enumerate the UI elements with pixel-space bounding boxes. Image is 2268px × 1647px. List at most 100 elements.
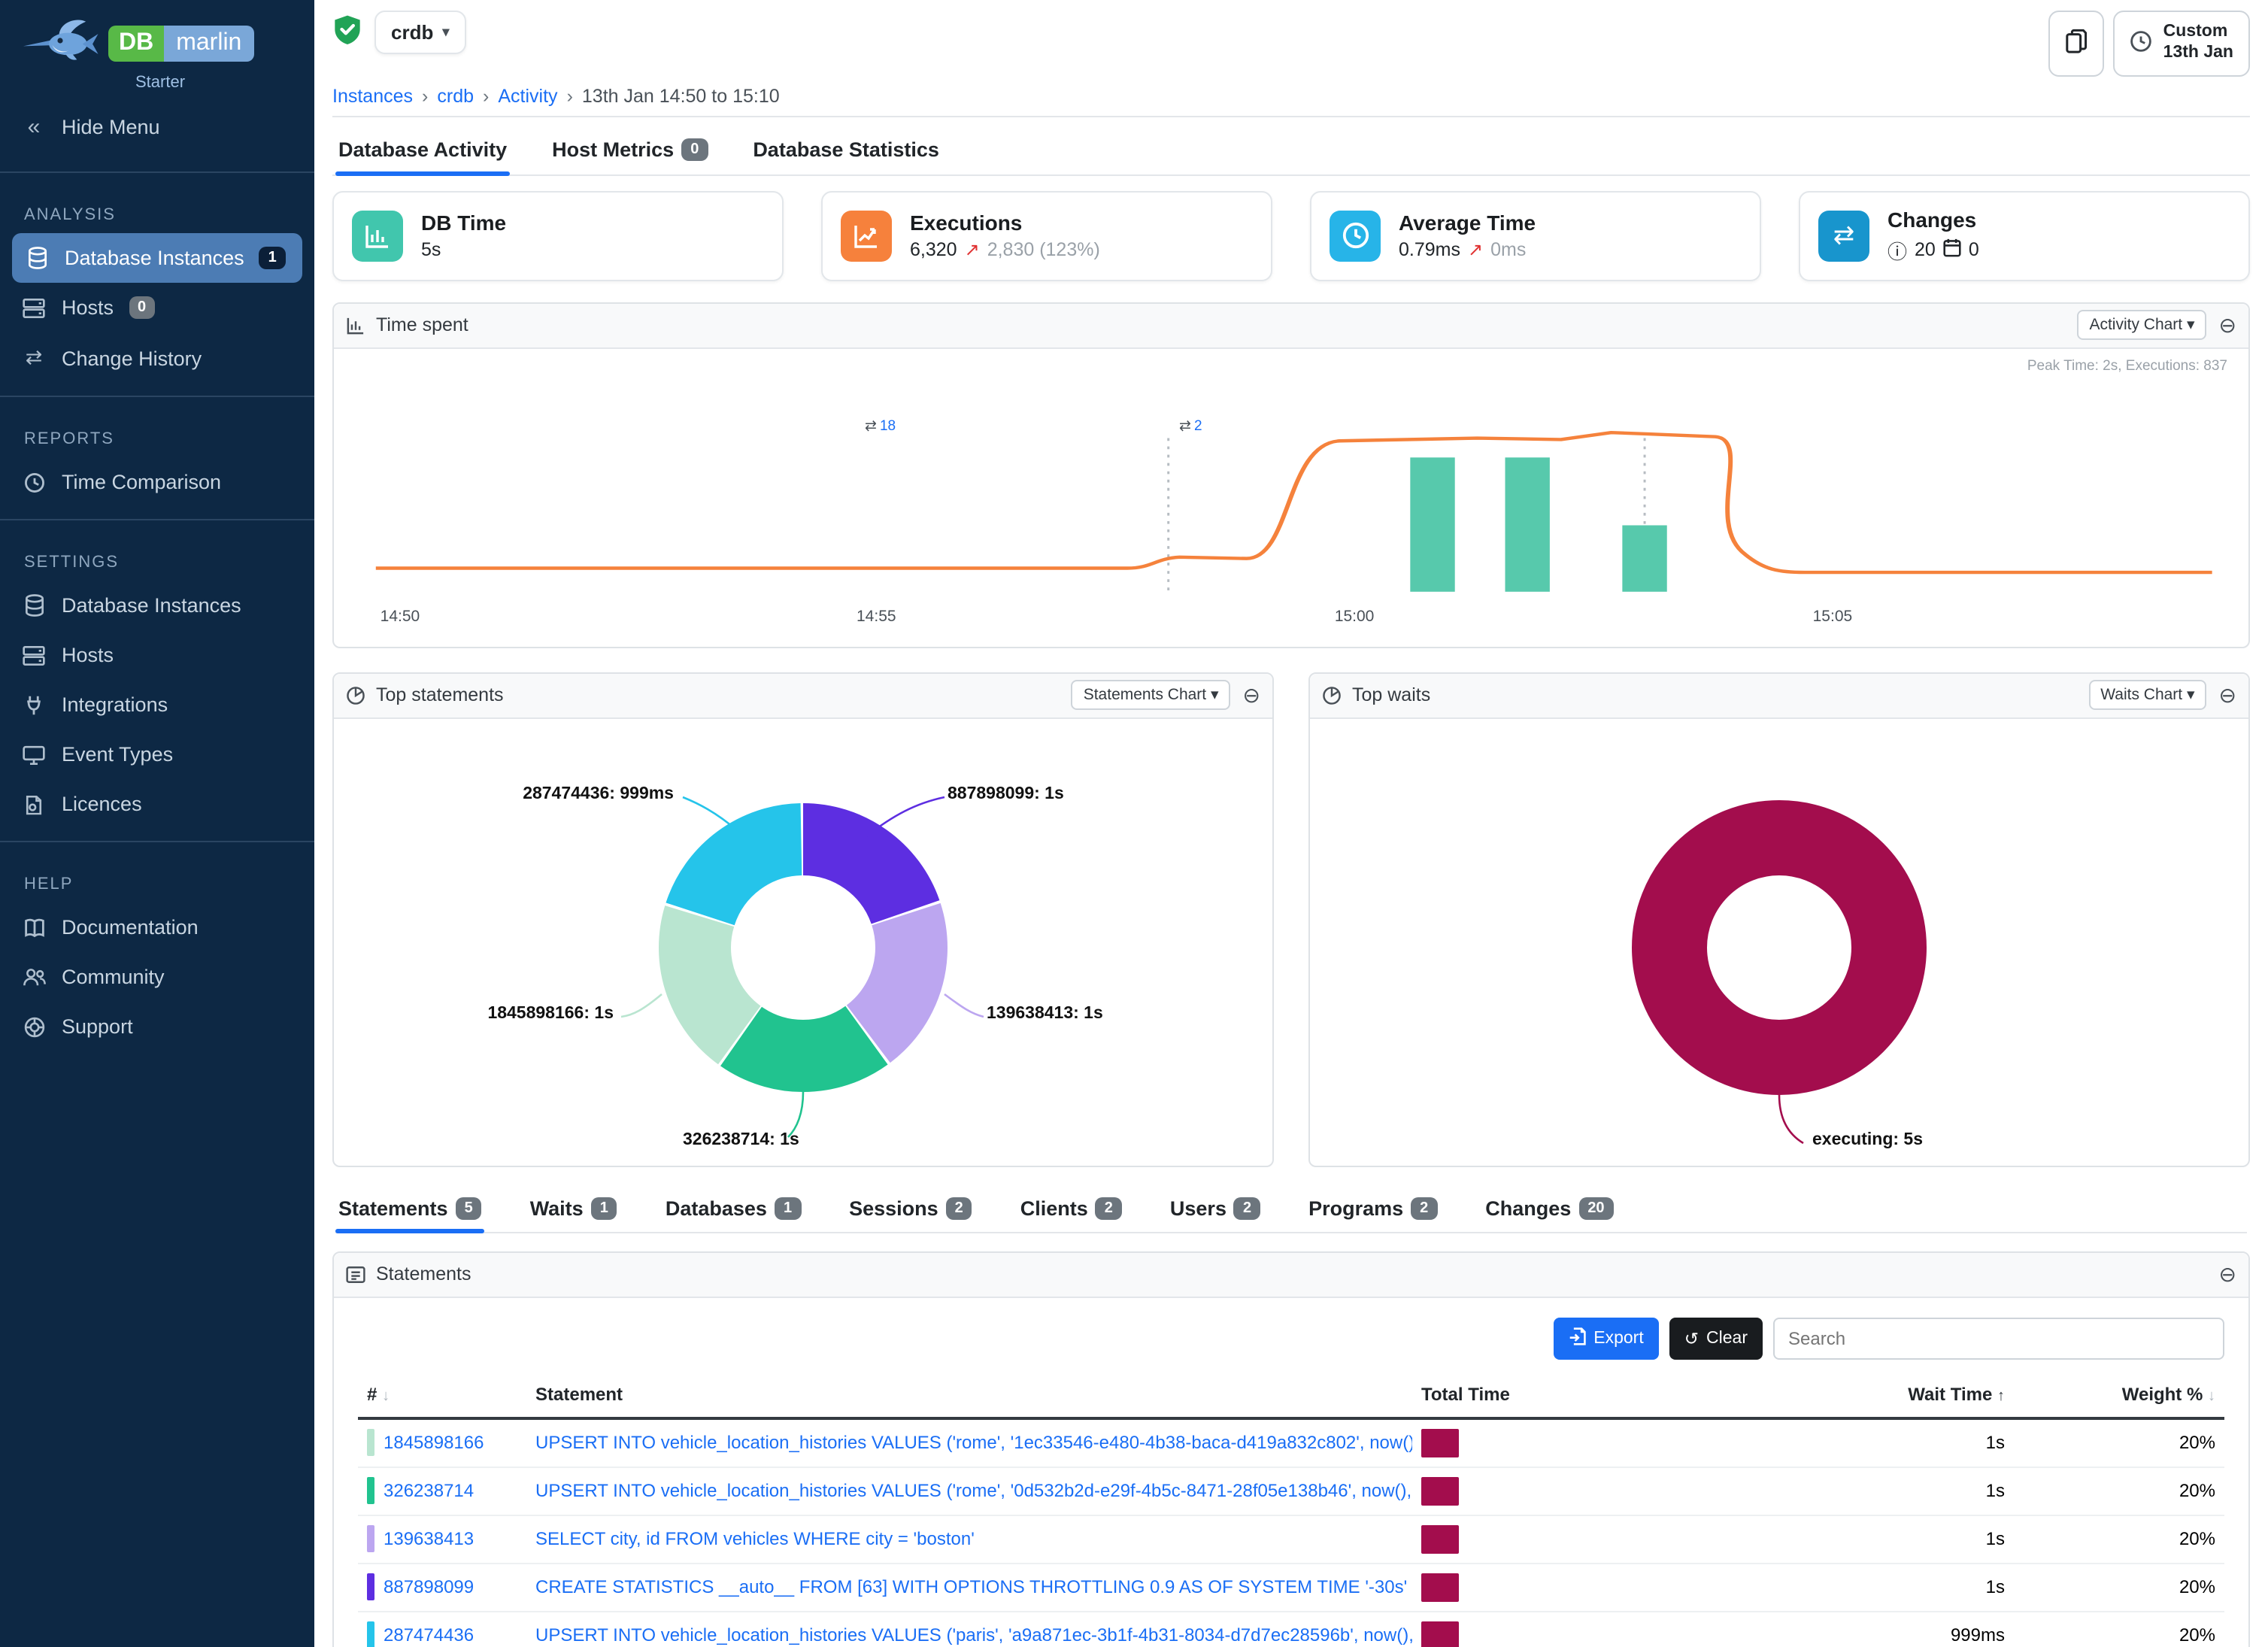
change-marker-label[interactable]: ⇄ 18 — [865, 417, 896, 434]
leader-line — [944, 993, 984, 1018]
collapse-panel-icon[interactable]: ⊖ — [2218, 1261, 2236, 1286]
search-input[interactable] — [1773, 1317, 2224, 1360]
tab-changes[interactable]: Changes 20 — [1482, 1191, 1616, 1231]
collapse-panel-icon[interactable]: ⊖ — [1242, 682, 1260, 707]
display-icon — [21, 744, 47, 765]
tab-database-statistics[interactable]: Database Statistics — [750, 132, 942, 174]
sidebar-item-documentation[interactable]: Documentation — [0, 902, 314, 952]
table-row: 887898099 CREATE STATISTICS __auto__ FRO… — [358, 1564, 2224, 1612]
sidebar: DB marlin Starter « Hide Menu ANALYSIS D… — [0, 0, 314, 1647]
count-badge: 2 — [1411, 1197, 1438, 1220]
statement-link[interactable]: UPSERT INTO vehicle_location_histories V… — [535, 1432, 1412, 1454]
sidebar-item-label: Database Instances — [65, 247, 244, 269]
instance-selector[interactable]: crdb ▾ — [374, 11, 466, 54]
waits-donut[interactable]: executing: 5s — [1310, 718, 2248, 1165]
kpi-value: 0.79ms — [1399, 239, 1460, 261]
collapse-panel-icon[interactable]: ⊖ — [2218, 682, 2236, 707]
tab-database-activity[interactable]: Database Activity — [335, 132, 511, 176]
tab-clients[interactable]: Clients 2 — [1017, 1191, 1125, 1231]
tab-sessions[interactable]: Sessions 2 — [846, 1191, 975, 1231]
statement-id-link[interactable]: 139638413 — [384, 1528, 475, 1550]
brand-marlin: marlin — [164, 25, 254, 61]
activity-plot[interactable] — [361, 390, 2221, 598]
hide-menu-label: Hide Menu — [62, 116, 160, 138]
total-time-bar — [1421, 1524, 1459, 1554]
server-icon — [21, 297, 47, 318]
sidebar-item-database-instances[interactable]: Database Instances 1 — [12, 233, 302, 283]
time-range-button[interactable]: Custom 13th Jan — [2113, 11, 2250, 77]
tab-users[interactable]: Users 2 — [1167, 1191, 1263, 1231]
sidebar-item-support[interactable]: Support — [0, 1002, 314, 1051]
breadcrumb-instances[interactable]: Instances — [332, 85, 414, 107]
clear-label: Clear — [1706, 1329, 1748, 1348]
tab-statements[interactable]: Statements 5 — [335, 1191, 486, 1233]
kpi-title: DB Time — [421, 211, 507, 235]
tab-programs[interactable]: Programs 2 — [1305, 1191, 1440, 1231]
sidebar-item-integrations[interactable]: Integrations — [0, 680, 314, 729]
double-chevron-left-icon: « — [27, 114, 41, 140]
sidebar-item-settings-database-instances[interactable]: Database Instances — [0, 581, 314, 630]
col-wait-time[interactable]: Wait Time ↑ — [1908, 1383, 2005, 1405]
col-weight[interactable]: Weight % ↓ — [2121, 1383, 2215, 1405]
undo-icon: ↺ — [1684, 1330, 1699, 1349]
sidebar-item-community[interactable]: Community — [0, 952, 314, 1002]
clear-button[interactable]: ↺ Clear — [1669, 1317, 1763, 1360]
tab-label: Database Statistics — [753, 138, 939, 161]
tab-host-metrics[interactable]: Host Metrics 0 — [549, 132, 711, 174]
breadcrumb-separator: › — [483, 85, 490, 107]
statement-link[interactable]: SELECT city, id FROM vehicles WHERE city… — [535, 1528, 975, 1550]
table-header-row: # ↓ Statement Total Time Wait Time ↑ Wei… — [358, 1371, 2224, 1420]
statement-id-link[interactable]: 887898099 — [384, 1576, 475, 1598]
collapse-panel-icon[interactable]: ⊖ — [2218, 312, 2236, 337]
breadcrumb-activity[interactable]: Activity — [498, 85, 558, 107]
tab-label: Programs — [1308, 1197, 1404, 1220]
statement-id-link[interactable]: 326238714 — [384, 1480, 475, 1502]
kpi-title: Changes — [1887, 207, 1977, 232]
statement-link[interactable]: UPSERT INTO vehicle_location_histories V… — [535, 1624, 1412, 1646]
tab-databases[interactable]: Databases 1 — [663, 1191, 804, 1231]
export-button[interactable]: Export — [1553, 1317, 1659, 1360]
hide-menu-button[interactable]: « Hide Menu — [0, 95, 314, 159]
sidebar-item-label: Hosts — [62, 296, 114, 319]
weight-value: 20% — [2179, 1432, 2215, 1454]
brand-db: DB — [108, 25, 165, 61]
copy-link-button[interactable] — [2048, 11, 2105, 77]
sidebar-item-hosts[interactable]: Hosts 0 — [0, 283, 314, 332]
statement-id-link[interactable]: 287474436 — [384, 1624, 475, 1646]
col-total-time[interactable]: Total Time — [1421, 1383, 1510, 1405]
pie-chart-icon — [1322, 685, 1342, 705]
leader-line — [787, 1091, 805, 1138]
statement-link[interactable]: UPSERT INTO vehicle_location_histories V… — [535, 1480, 1412, 1502]
change-marker-label[interactable]: ⇄ 2 — [1179, 417, 1202, 434]
statement-id-link[interactable]: 1845898166 — [384, 1432, 484, 1454]
sidebar-item-event-types[interactable]: Event Types — [0, 729, 314, 779]
tab-label: Users — [1169, 1197, 1226, 1220]
tab-label: Clients — [1020, 1197, 1088, 1220]
sidebar-item-settings-hosts[interactable]: Hosts — [0, 630, 314, 680]
x-tick: 14:55 — [857, 607, 896, 626]
statements-chart-type-button[interactable]: Statements Chart ▾ — [1071, 680, 1231, 711]
leader-line — [620, 993, 663, 1018]
sidebar-item-licences[interactable]: Licences — [0, 779, 314, 829]
x-tick: 15:05 — [1812, 607, 1853, 626]
statements-donut[interactable]: 887898099: 1s 139638413: 1s 326238714: 1… — [334, 718, 1272, 1165]
sidebar-item-time-comparison[interactable]: Time Comparison — [0, 457, 314, 507]
tab-label: Statements — [338, 1197, 448, 1220]
wait-time-value: 1s — [1985, 1528, 2005, 1550]
tab-waits[interactable]: Waits 1 — [527, 1191, 620, 1231]
sidebar-item-label: Integrations — [62, 693, 168, 716]
breadcrumb-crdb[interactable]: crdb — [437, 85, 475, 107]
waits-chart-type-button[interactable]: Waits Chart ▾ — [2088, 680, 2207, 711]
panel-title: Time spent — [376, 314, 468, 336]
col-num[interactable]: # ↓ — [367, 1383, 390, 1405]
export-label: Export — [1593, 1329, 1644, 1348]
people-icon — [21, 967, 47, 987]
activity-chart-type-button[interactable]: Activity Chart ▾ — [2077, 310, 2207, 341]
col-statement[interactable]: Statement — [535, 1383, 623, 1405]
wait-time-value: 1s — [1985, 1576, 2005, 1598]
statement-link[interactable]: CREATE STATISTICS __auto__ FROM [63] WIT… — [535, 1576, 1408, 1598]
swap-arrows-icon: ⇄ — [25, 346, 43, 369]
breadcrumb: Instances › crdb › Activity › 13th Jan 1… — [332, 85, 2250, 106]
sidebar-item-change-history[interactable]: ⇄ Change History — [0, 332, 314, 384]
panel-title: Statements — [376, 1263, 471, 1285]
